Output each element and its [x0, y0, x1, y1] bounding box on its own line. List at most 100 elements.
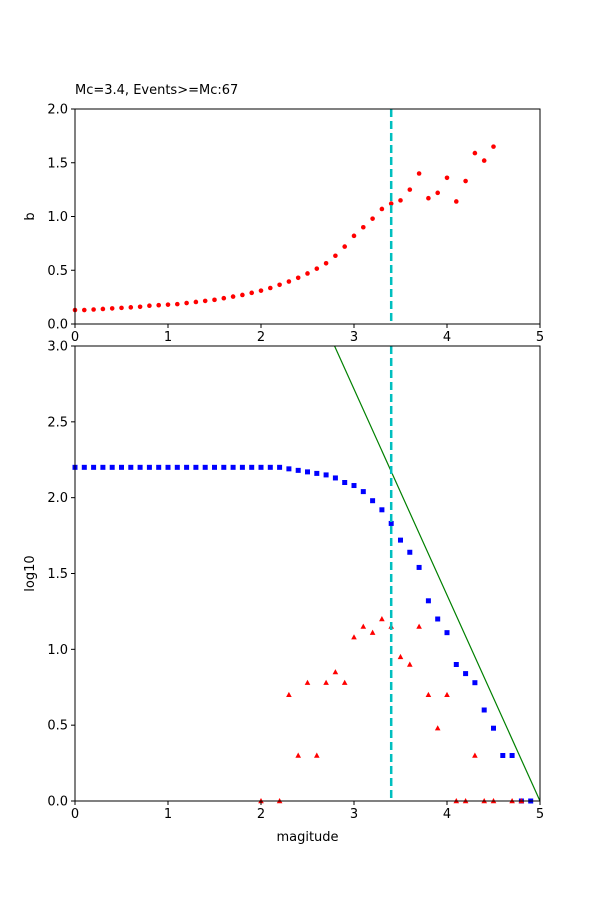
b-value-point: [249, 290, 254, 296]
cumulative-point: [239, 464, 245, 470]
cumulative-point: [109, 464, 115, 470]
noncumulative-point: [379, 616, 385, 622]
x-tick-label: 5: [536, 807, 544, 822]
cumulative-point: [463, 671, 469, 677]
x-tick-label: 5: [536, 330, 544, 345]
b-value-point: [128, 305, 134, 310]
b-value-point: [444, 175, 450, 181]
cumulative-point: [230, 464, 236, 470]
b-value-point: [119, 305, 124, 311]
noncumulative-point: [332, 669, 339, 675]
noncumulative-point: [351, 634, 357, 640]
cumulative-point: [193, 464, 199, 470]
b-value-point: [370, 216, 375, 221]
noncumulative-point: [341, 679, 348, 685]
b-value-point: [379, 206, 385, 212]
b-value-point: [91, 307, 96, 312]
noncumulative-point: [304, 679, 311, 685]
b-value-point: [407, 187, 413, 192]
x-tick-label: 4: [443, 807, 451, 822]
b-value-point: [472, 150, 478, 156]
cumulative-point: [184, 464, 190, 470]
noncumulative-point: [444, 691, 450, 698]
noncumulative-point: [407, 661, 413, 667]
cumulative-point: [295, 467, 301, 473]
y-tick-label: 1.0: [47, 643, 68, 658]
x-tick-label: 0: [71, 330, 79, 345]
b-value-point: [323, 260, 329, 266]
frequency-magnitude-panel: 0.0 0.5 1.0 1.5 2.0 2.5 3.0 0 1 2 3 4 5 magitude lo…: [23, 340, 544, 846]
y-tick-label: 2.0: [47, 103, 68, 118]
b-value-point: [165, 302, 171, 307]
cumulative-point: [146, 464, 152, 470]
cumulative-point: [481, 707, 487, 713]
top-x-ticks: 0 1 2 3 4 5: [71, 324, 544, 345]
cumulative-point: [221, 464, 227, 470]
cumulative-point: [425, 598, 431, 604]
noncumulative-point: [425, 691, 432, 698]
b-value-point: [351, 233, 357, 239]
top-axes-frame: [74, 108, 541, 325]
noncumulative-point: [397, 653, 404, 660]
y-tick-label: 1.5: [47, 567, 68, 582]
cumulative-point: [156, 464, 162, 470]
x-tick-label: 0: [71, 807, 79, 822]
b-value-point: [314, 266, 320, 271]
b-value-point: [305, 271, 310, 276]
b-value-point: [156, 302, 161, 308]
cumulative-point: [435, 616, 441, 622]
b-value-point: [277, 282, 282, 288]
b-value-point: [212, 297, 217, 303]
cumulative-point: [165, 464, 171, 470]
x-tick-label: 2: [257, 807, 265, 822]
cumulative-point: [202, 464, 208, 470]
noncumulative-point: [369, 629, 376, 635]
b-value-point: [463, 178, 468, 184]
bottom-y-ticks: 0.0 0.5 1.0 1.5 2.0 2.5 3.0: [47, 340, 75, 810]
y-tick-label: 3.0: [47, 340, 68, 355]
y-tick-label: 2.5: [47, 415, 68, 430]
b-value-point: [100, 306, 106, 312]
cumulative-point: [416, 564, 422, 570]
b-value-point: [175, 301, 180, 307]
b-value-point: [491, 144, 496, 149]
cumulative-point: [100, 464, 106, 470]
cumulative-point: [342, 480, 348, 485]
b-value-point: [109, 306, 115, 311]
cumulative-point: [444, 630, 450, 636]
y-tick-label: 1.0: [47, 210, 68, 225]
cumulative-point: [491, 725, 496, 731]
cumulative-point: [267, 464, 273, 470]
cumulative-point: [398, 537, 403, 543]
cumulative-point: [128, 464, 134, 470]
cumulative-point: [277, 464, 283, 470]
cumulative-point: [407, 549, 413, 555]
noncumulative-point: [295, 752, 301, 758]
cumulative-point: [137, 464, 143, 470]
cumulative-point: [472, 680, 478, 686]
b-value-panel: Mc=3.4, Events>=Mc:67 0.0 0.5 1.0 1.5 2.0 0 1…: [23, 83, 544, 345]
y-tick-label: 0.5: [47, 264, 68, 279]
x-tick-label: 3: [350, 330, 358, 345]
b-value-point: [147, 303, 152, 309]
cumulative-point: [258, 464, 264, 470]
noncumulative-point: [286, 691, 292, 698]
b-value-point: [333, 253, 338, 259]
cumulative-point: [305, 469, 310, 475]
b-value-point: [268, 285, 273, 291]
b-value-point: [295, 275, 301, 281]
b-value-point: [388, 201, 394, 206]
b-value-point: [426, 195, 431, 201]
b-value-point: [137, 304, 143, 310]
bottom-x-axis-label: magitude: [276, 830, 338, 845]
b-value-point: [202, 298, 208, 304]
b-value-point: [286, 279, 292, 284]
noncumulative-point: [416, 623, 422, 629]
cumulative-point: [370, 498, 376, 504]
cumulative-point: [212, 464, 217, 470]
y-tick-label: 2.0: [47, 491, 68, 506]
b-value-point: [240, 292, 245, 298]
bottom-x-ticks: 0 1 2 3 4 5: [71, 801, 544, 822]
noncumulative-point: [434, 725, 441, 731]
